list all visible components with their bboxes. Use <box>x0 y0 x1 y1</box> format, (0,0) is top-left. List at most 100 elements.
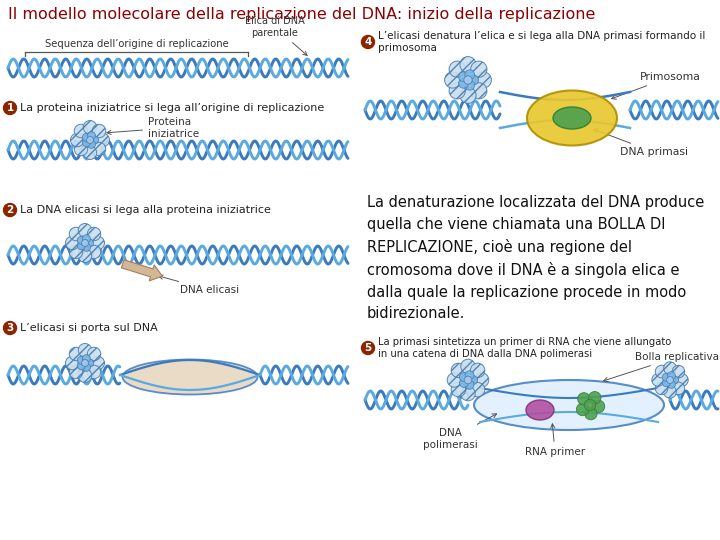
Text: 5: 5 <box>364 343 372 353</box>
Circle shape <box>464 376 472 384</box>
Circle shape <box>593 400 605 413</box>
Circle shape <box>84 146 96 159</box>
Circle shape <box>4 102 17 114</box>
Circle shape <box>469 375 477 384</box>
Text: 2: 2 <box>6 205 14 215</box>
Circle shape <box>460 57 476 73</box>
Text: DNA
polimerasi: DNA polimerasi <box>423 414 497 450</box>
Circle shape <box>672 382 685 395</box>
Circle shape <box>670 376 678 384</box>
Text: Sequenza dell’origine di replicazione: Sequenza dell’origine di replicazione <box>45 39 228 49</box>
Circle shape <box>469 75 479 85</box>
Circle shape <box>91 237 104 249</box>
Text: 4: 4 <box>364 37 372 47</box>
Ellipse shape <box>122 360 258 395</box>
Circle shape <box>96 133 109 147</box>
Circle shape <box>87 365 101 379</box>
Circle shape <box>66 237 79 249</box>
Circle shape <box>82 139 91 147</box>
Text: La primasi sintetizza un primer di RNA che viene allungato
in una catena di DNA : La primasi sintetizza un primer di RNA c… <box>378 337 671 359</box>
Text: 3: 3 <box>6 323 14 333</box>
Circle shape <box>69 227 83 241</box>
Text: La denaturazione localizzata del DNA produce
quella che viene chiamata una BOLLA: La denaturazione localizzata del DNA pro… <box>367 195 704 321</box>
Circle shape <box>66 356 79 370</box>
Circle shape <box>78 369 91 382</box>
Circle shape <box>77 241 86 249</box>
Circle shape <box>82 235 91 243</box>
Circle shape <box>86 239 94 247</box>
Circle shape <box>4 204 17 217</box>
Text: La DNA elicasi si lega alla proteina iniziatrice: La DNA elicasi si lega alla proteina ini… <box>20 205 271 215</box>
Circle shape <box>460 87 476 103</box>
Ellipse shape <box>526 400 554 420</box>
Circle shape <box>461 387 475 401</box>
Circle shape <box>69 245 83 259</box>
Circle shape <box>361 341 374 354</box>
Circle shape <box>667 380 675 388</box>
Circle shape <box>92 142 106 156</box>
Circle shape <box>471 61 487 77</box>
Circle shape <box>667 376 673 383</box>
Circle shape <box>77 356 86 365</box>
Text: Elica di DNA
parentale: Elica di DNA parentale <box>245 16 307 56</box>
Circle shape <box>664 362 676 374</box>
Circle shape <box>675 374 688 386</box>
Circle shape <box>655 382 668 395</box>
Text: DNA primasi: DNA primasi <box>593 129 688 157</box>
Circle shape <box>87 245 101 259</box>
Circle shape <box>86 137 94 144</box>
Text: La proteina iniziatrice si lega all’origine di replicazione: La proteina iniziatrice si lega all’orig… <box>20 103 324 113</box>
Circle shape <box>459 72 469 82</box>
Circle shape <box>451 382 466 397</box>
Circle shape <box>81 240 89 246</box>
Text: Proteina
iniziatrice: Proteina iniziatrice <box>107 117 199 139</box>
Circle shape <box>655 365 668 378</box>
Circle shape <box>449 83 465 99</box>
Text: RNA primer: RNA primer <box>525 424 585 457</box>
Circle shape <box>667 372 675 380</box>
Text: DNA elicasi: DNA elicasi <box>158 275 239 295</box>
Ellipse shape <box>474 380 664 430</box>
Circle shape <box>471 83 487 99</box>
Circle shape <box>461 359 475 374</box>
Circle shape <box>87 132 96 140</box>
Circle shape <box>470 363 485 377</box>
Circle shape <box>470 382 485 397</box>
Circle shape <box>459 78 469 88</box>
Circle shape <box>451 363 466 377</box>
Text: L’elicasi denatura l’elica e si lega alla DNA primasi formando il
primosoma: L’elicasi denatura l’elica e si lega all… <box>378 31 706 53</box>
Text: Bolla replicativa: Bolla replicativa <box>603 352 719 381</box>
Circle shape <box>81 360 89 367</box>
Circle shape <box>78 249 91 262</box>
Circle shape <box>672 365 685 378</box>
Circle shape <box>91 136 99 144</box>
Circle shape <box>87 140 96 148</box>
Circle shape <box>464 76 472 84</box>
Circle shape <box>69 365 83 379</box>
Circle shape <box>78 224 91 237</box>
Text: L’elicasi si porta sul DNA: L’elicasi si porta sul DNA <box>20 323 158 333</box>
Circle shape <box>91 356 104 370</box>
Circle shape <box>465 380 474 389</box>
Circle shape <box>82 363 91 372</box>
Circle shape <box>78 343 91 357</box>
Circle shape <box>74 124 88 138</box>
Circle shape <box>584 399 595 411</box>
Circle shape <box>74 142 88 156</box>
Circle shape <box>464 80 474 90</box>
Circle shape <box>475 72 492 88</box>
Ellipse shape <box>553 107 591 129</box>
Circle shape <box>4 321 17 334</box>
Circle shape <box>92 124 106 138</box>
Ellipse shape <box>527 91 617 145</box>
Circle shape <box>71 133 84 147</box>
Circle shape <box>87 347 101 361</box>
Circle shape <box>465 371 474 380</box>
Circle shape <box>69 347 83 361</box>
Circle shape <box>449 61 465 77</box>
Circle shape <box>77 362 86 370</box>
Circle shape <box>464 70 474 80</box>
Circle shape <box>588 392 601 404</box>
Circle shape <box>82 243 91 251</box>
Text: 1: 1 <box>6 103 14 113</box>
